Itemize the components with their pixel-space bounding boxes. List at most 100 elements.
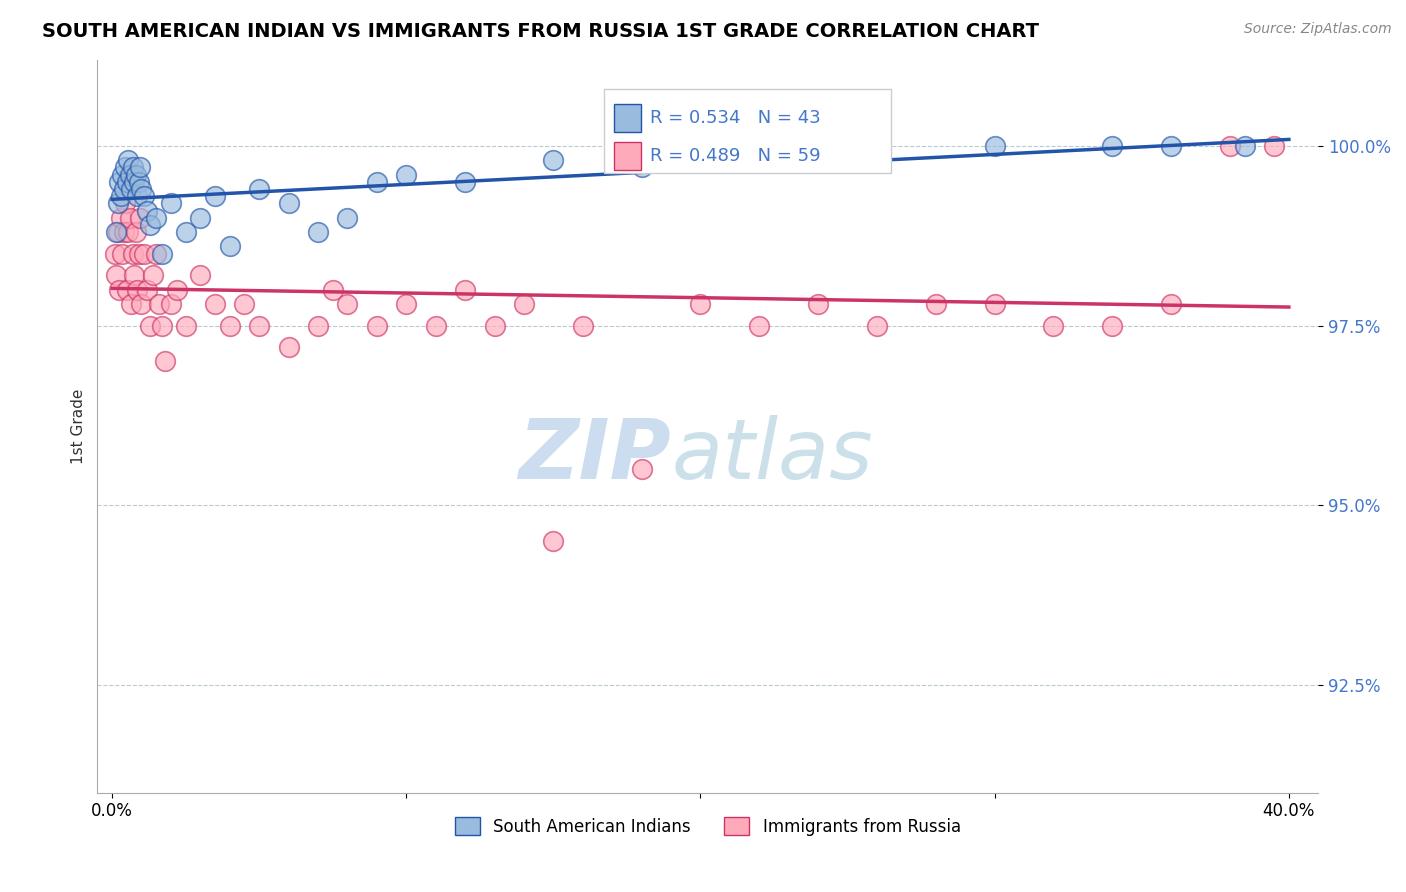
Point	[322, 283, 344, 297]
Point	[166, 283, 188, 297]
Point	[1042, 318, 1064, 333]
Point	[124, 225, 146, 239]
Point	[366, 175, 388, 189]
Point	[543, 153, 565, 168]
Point	[307, 318, 329, 333]
Point	[233, 297, 256, 311]
Text: SOUTH AMERICAN INDIAN VS IMMIGRANTS FROM RUSSIA 1ST GRADE CORRELATION CHART: SOUTH AMERICAN INDIAN VS IMMIGRANTS FROM…	[42, 22, 1039, 41]
Point	[689, 297, 711, 311]
Point	[117, 225, 139, 239]
Point	[630, 161, 652, 175]
Text: ZIP: ZIP	[519, 415, 671, 496]
Point	[134, 189, 156, 203]
Point	[115, 175, 138, 189]
Point	[115, 283, 138, 297]
Point	[543, 534, 565, 549]
Point	[121, 246, 143, 260]
Point	[110, 189, 132, 203]
Text: Source: ZipAtlas.com: Source: ZipAtlas.com	[1244, 22, 1392, 37]
Point	[307, 225, 329, 239]
Point	[1101, 138, 1123, 153]
Point	[153, 354, 176, 368]
Point	[129, 161, 152, 175]
Point	[128, 246, 150, 260]
Point	[125, 189, 148, 203]
Text: R = 0.489   N = 59: R = 0.489 N = 59	[651, 147, 821, 165]
Point	[110, 211, 132, 225]
Point	[111, 168, 134, 182]
Point	[571, 318, 593, 333]
Point	[188, 211, 211, 225]
Point	[131, 182, 153, 196]
Point	[366, 318, 388, 333]
Point	[145, 211, 167, 225]
Point	[134, 246, 156, 260]
Text: atlas: atlas	[671, 415, 873, 496]
Point	[425, 318, 447, 333]
Point	[188, 268, 211, 283]
Point	[105, 225, 128, 239]
Point	[129, 211, 152, 225]
Point	[145, 246, 167, 260]
Point	[454, 283, 477, 297]
Point	[204, 189, 226, 203]
Point	[204, 297, 226, 311]
Point	[160, 297, 183, 311]
Bar	[614, 143, 641, 170]
Point	[174, 225, 197, 239]
Point	[174, 318, 197, 333]
Point	[107, 196, 129, 211]
Point	[117, 153, 139, 168]
Point	[395, 168, 418, 182]
Point	[866, 318, 889, 333]
Point	[395, 297, 418, 311]
Point	[1219, 138, 1241, 153]
Point	[513, 297, 536, 311]
Point	[277, 196, 299, 211]
Point	[142, 268, 165, 283]
Point	[112, 225, 135, 239]
Point	[247, 318, 270, 333]
Point	[630, 462, 652, 476]
Text: R = 0.534   N = 43: R = 0.534 N = 43	[651, 110, 821, 128]
Point	[112, 182, 135, 196]
Point	[118, 168, 141, 182]
Point	[108, 283, 131, 297]
Point	[150, 318, 173, 333]
Point	[120, 182, 142, 196]
Point	[107, 225, 129, 239]
Point	[122, 175, 145, 189]
Point	[277, 340, 299, 354]
Point	[1160, 297, 1182, 311]
Point	[122, 268, 145, 283]
Point	[807, 297, 830, 311]
Point	[983, 297, 1005, 311]
Point	[336, 211, 359, 225]
Point	[1160, 138, 1182, 153]
Point	[218, 239, 240, 253]
Point	[131, 297, 153, 311]
Point	[125, 283, 148, 297]
Point	[336, 297, 359, 311]
Bar	[605, 89, 891, 173]
Point	[748, 318, 770, 333]
Point	[247, 182, 270, 196]
Point	[118, 211, 141, 225]
Point	[484, 318, 506, 333]
Point	[148, 297, 170, 311]
Point	[124, 168, 146, 182]
Point	[160, 196, 183, 211]
Point	[121, 161, 143, 175]
Point	[1101, 318, 1123, 333]
Point	[454, 175, 477, 189]
Point	[114, 196, 136, 211]
Point	[218, 318, 240, 333]
Point	[748, 153, 770, 168]
Bar	[614, 104, 641, 132]
Y-axis label: 1st Grade: 1st Grade	[72, 388, 86, 464]
Point	[114, 161, 136, 175]
Point	[128, 175, 150, 189]
Point	[1233, 138, 1256, 153]
Legend: South American Indians, Immigrants from Russia: South American Indians, Immigrants from …	[456, 817, 960, 836]
Point	[139, 218, 162, 232]
